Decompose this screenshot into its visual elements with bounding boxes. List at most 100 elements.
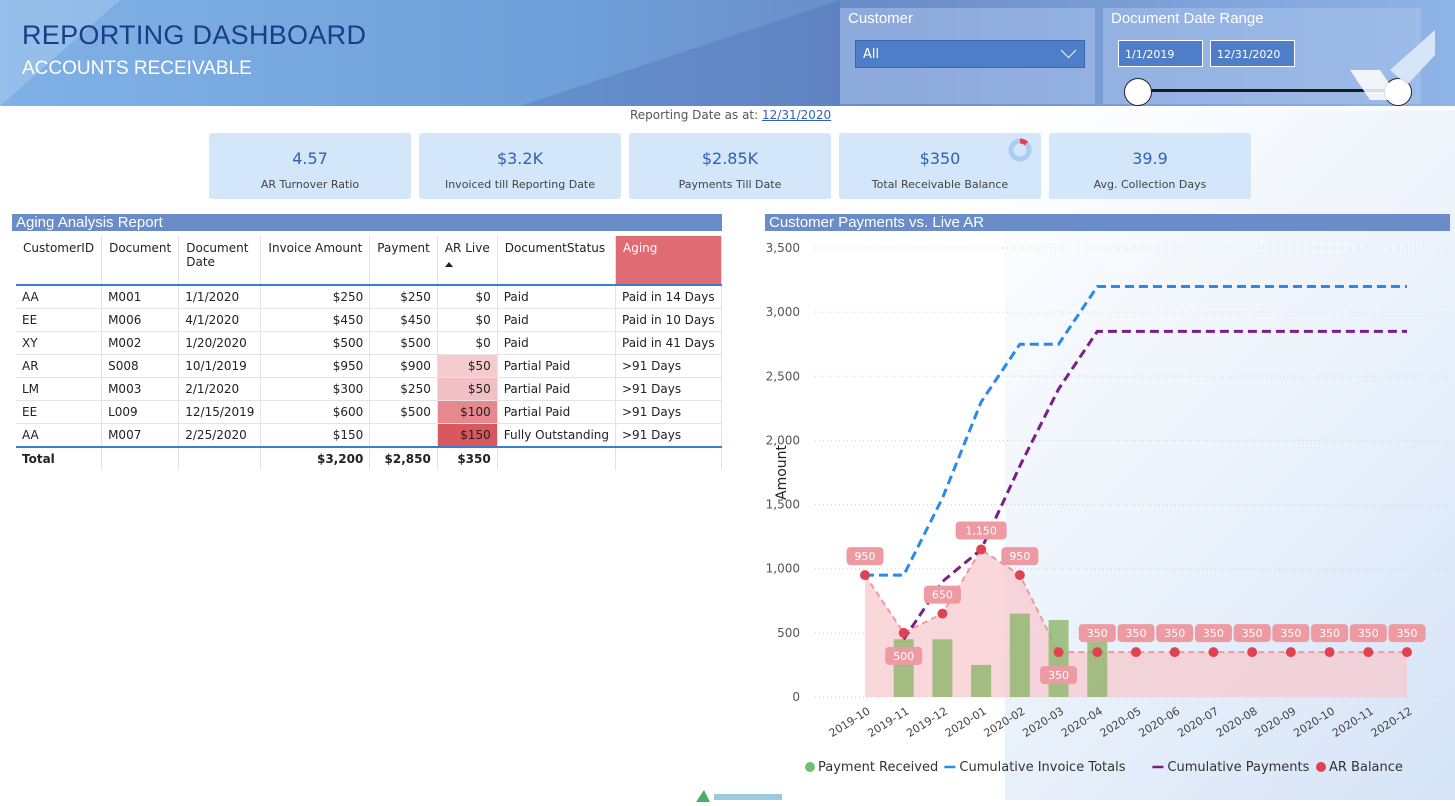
- table-total-cell: $350: [437, 446, 498, 470]
- chevron-down-icon: [1060, 42, 1077, 59]
- date-range-start-handle[interactable]: [1124, 78, 1152, 106]
- table-row[interactable]: AR S008 10/1/2019 $950 $900 $50 Partial Paid >9…: [16, 354, 722, 378]
- data-label-bg: [1311, 624, 1349, 643]
- ar-balance-point: [1363, 647, 1374, 658]
- ar-balance-point: [1014, 570, 1025, 581]
- customer-dropdown-value: All: [863, 47, 880, 62]
- ar-balance-point: [1324, 647, 1335, 658]
- table-row[interactable]: EE L009 12/15/2019 $600 $500 $100 Partial Paid…: [16, 400, 722, 424]
- table-cell: $0: [437, 331, 498, 355]
- table-total-cell: [615, 446, 722, 470]
- table-cell: $50: [437, 377, 498, 401]
- kpi-value: $350: [919, 149, 961, 168]
- table-row[interactable]: LM M003 2/1/2020 $300 $250 $50 Partial Paid >91…: [16, 377, 722, 401]
- ar-balance-point: [1131, 647, 1141, 658]
- ar-balance-point: [1402, 647, 1412, 658]
- x-tick-label: 2020-07: [1175, 705, 1221, 740]
- table-cell: 1/20/2020: [178, 331, 262, 355]
- data-label-bg: [923, 585, 961, 604]
- header-decoration: [0, 0, 120, 106]
- table-row[interactable]: AA M001 1/1/2020 $250 $250 $0 Paid Paid in 14 D…: [16, 285, 722, 309]
- ar-balance-area: [865, 549, 1407, 697]
- ar-balance-point: [1169, 647, 1180, 658]
- legend-item: Cumulative Invoice Totals: [959, 760, 1125, 775]
- data-label: 500: [893, 650, 914, 663]
- table-cell: Paid in 14 Days: [615, 285, 722, 309]
- data-label-bg: [1194, 624, 1232, 643]
- table-row[interactable]: EE M006 4/1/2020 $450 $450 $0 Paid Paid in 10 D…: [16, 308, 722, 332]
- table-cell: 10/1/2019: [178, 354, 262, 378]
- table-cell: Paid: [497, 285, 617, 309]
- table-cell: M006: [101, 308, 180, 332]
- table-total-row: Total $3,200 $2,850 $350: [16, 446, 722, 470]
- column-header[interactable]: Invoice Amount: [260, 236, 371, 286]
- column-header[interactable]: Document Date: [178, 236, 262, 286]
- table-cell: $0: [437, 285, 498, 309]
- y-tick-label: 3,000: [766, 305, 800, 319]
- date-from-input[interactable]: 1/1/2019: [1118, 40, 1203, 67]
- kpi-label: Total Receivable Balance: [871, 178, 1009, 191]
- kpi-card-invoiced: $3.2K Invoiced till Reporting Date: [419, 133, 621, 199]
- data-label: 350: [1242, 627, 1263, 640]
- column-header-aging[interactable]: Aging: [615, 236, 722, 286]
- y-tick-label: 2,500: [766, 369, 800, 383]
- page-subtitle: ACCOUNTS RECEIVABLE: [22, 58, 252, 79]
- brand-x-icon: [1350, 30, 1435, 100]
- table-cell: EE: [16, 400, 103, 424]
- data-label-bg: [1233, 624, 1271, 643]
- table-cell: 2/25/2020: [178, 423, 262, 448]
- table-cell: LM: [16, 377, 103, 401]
- data-label-bg: [1272, 624, 1310, 643]
- ar-balance-point: [937, 608, 948, 619]
- y-tick-label: 1,000: [766, 562, 800, 576]
- payment-bar: [1087, 639, 1108, 697]
- table-cell: $300: [260, 377, 371, 401]
- column-header[interactable]: Payment: [369, 236, 438, 286]
- table-cell: Fully Outstanding: [497, 423, 617, 448]
- table-total-cell: [178, 446, 262, 470]
- column-header[interactable]: DocumentStatus: [497, 236, 617, 286]
- aging-report-table: CustomerID Document Document Date Invoic…: [16, 236, 722, 470]
- date-range-slider-track[interactable]: [1137, 89, 1399, 92]
- table-row[interactable]: AA M007 2/25/2020 $150 $150 Fully Outstanding…: [16, 423, 722, 448]
- data-label-bg: [955, 521, 1007, 540]
- x-tick-label: 2020-06: [1136, 705, 1182, 740]
- column-header[interactable]: CustomerID: [16, 236, 103, 286]
- x-tick-label: 2019-10: [827, 705, 873, 740]
- table-cell: >91 Days: [615, 354, 722, 378]
- y-tick-label: 3,500: [766, 241, 800, 255]
- date-to-input[interactable]: 12/31/2020: [1210, 40, 1295, 67]
- table-total-cell: [497, 446, 617, 470]
- table-cell: $950: [260, 354, 371, 378]
- table-cell: $450: [260, 308, 371, 332]
- data-label-bg: [885, 646, 923, 665]
- table-cell: $150: [260, 423, 371, 448]
- y-tick-label: 2,000: [766, 433, 800, 447]
- table-total-cell: [101, 446, 180, 470]
- table-row[interactable]: XY M002 1/20/2020 $500 $500 $0 Paid Paid in 41 …: [16, 331, 722, 355]
- column-header-sorted[interactable]: AR Live: [437, 236, 498, 286]
- x-tick-label: 2020-01: [943, 705, 989, 740]
- payments-chart: 0 500 1,000 1,500 2,000 2,500 3,000 3,500 Amount…: [766, 241, 1450, 775]
- table-cell: $0: [437, 308, 498, 332]
- column-header[interactable]: Document: [101, 236, 180, 286]
- customer-dropdown[interactable]: All: [855, 40, 1085, 68]
- data-label-bg: [1001, 547, 1039, 566]
- x-tick-label: 2020-05: [1098, 705, 1144, 740]
- data-label: 350: [1280, 627, 1301, 640]
- table-cell: [369, 423, 438, 448]
- data-label: 350: [1397, 627, 1418, 640]
- ar-balance-point: [860, 570, 870, 581]
- data-label: 650: [932, 589, 953, 602]
- x-tick-label: 2020-02: [982, 705, 1028, 740]
- reporting-date-value[interactable]: 12/31/2020: [762, 108, 832, 122]
- data-label: 950: [1009, 550, 1030, 563]
- x-tick-label: 2020-04: [1059, 705, 1105, 740]
- table-cell: 4/1/2020: [178, 308, 262, 332]
- table-cell: $50: [437, 354, 498, 378]
- y-tick-label: 0: [792, 690, 800, 704]
- table-cell: $250: [369, 285, 438, 309]
- data-label-bg: [1078, 624, 1116, 643]
- legend-marker: [805, 762, 815, 772]
- y-axis-label: Amount: [774, 444, 790, 500]
